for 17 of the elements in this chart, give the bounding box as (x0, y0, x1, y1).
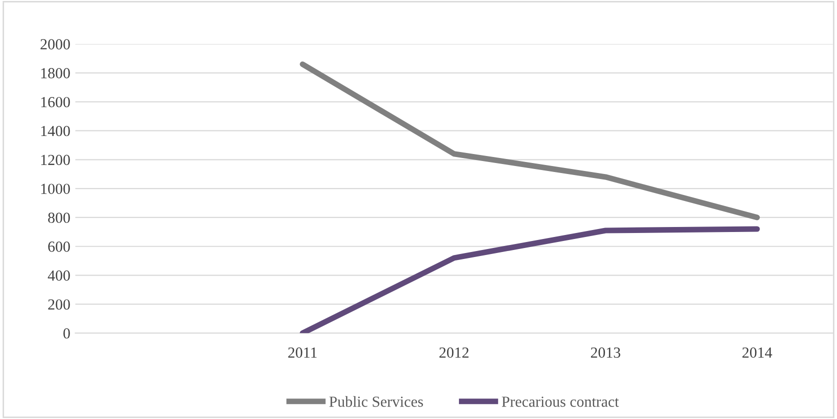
y-tick-label: 800 (48, 212, 70, 223)
x-tick-label: 2013 (590, 347, 620, 358)
y-tick-label: 1800 (41, 68, 70, 78)
legend-label: Precarious contract (502, 396, 619, 407)
y-tick-label: 600 (48, 242, 70, 252)
y-tick-label: 1400 (41, 126, 70, 136)
x-tick-label: 2012 (439, 347, 469, 358)
x-tick-label: 2014 (742, 347, 772, 358)
y-tick-label: 2000 (40, 39, 70, 50)
y-tick-label: 1600 (41, 96, 70, 108)
y-tick-label: 1200 (41, 154, 70, 166)
y-tick-label: 0 (63, 328, 70, 339)
legend-label: Public Services (329, 396, 423, 407)
y-tick-label: 400 (48, 270, 70, 281)
x-tick-label: 2011 (288, 347, 317, 358)
y-tick-label: 200 (48, 299, 70, 310)
y-tick-label: 1000 (41, 184, 70, 194)
